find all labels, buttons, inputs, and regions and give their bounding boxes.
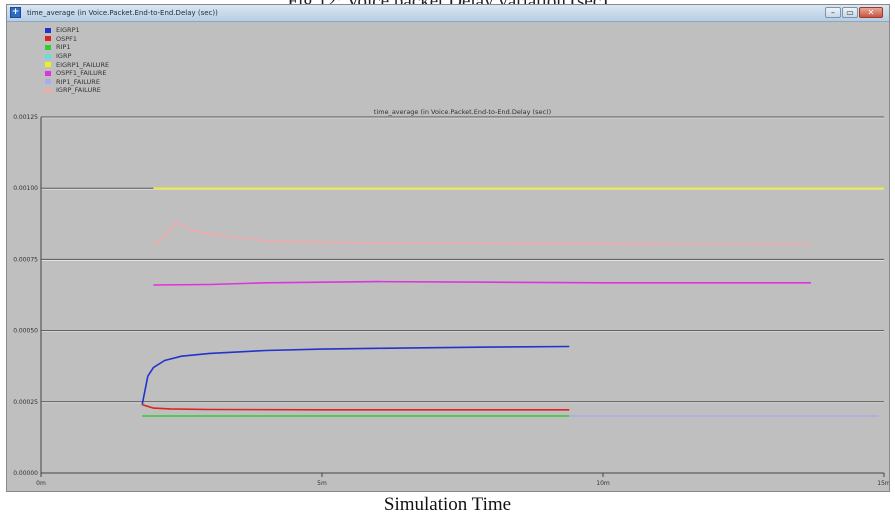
legend-swatch — [45, 62, 51, 68]
series-line-ospf1 — [141, 403, 570, 411]
legend-swatch — [45, 44, 51, 50]
legend-swatch — [45, 36, 51, 42]
x-tick-label: 0m — [36, 480, 46, 487]
chart: time_average (in Voice.Packet.End-to-End… — [13, 108, 890, 487]
y-tick-label: 0.00125 — [13, 114, 38, 121]
legend-item-eigrp1: EIGRP1 — [45, 26, 109, 35]
maximize-button[interactable]: ▭ — [842, 7, 858, 18]
legend-label: OSPF1_FAILURE — [56, 69, 107, 78]
y-tick-label: 0.00000 — [13, 470, 38, 477]
legend-label: IGRP — [56, 52, 72, 61]
chart-window: + time_average (in Voice.Packet.End-to-E… — [6, 4, 890, 492]
legend-item-ospf1: OSPF1 — [45, 35, 109, 44]
y-tick-label: 0.00075 — [13, 256, 38, 263]
window-title: time_average (in Voice.Packet.End-to-End… — [27, 9, 218, 17]
legend-item-rip1: RIP1 — [45, 43, 109, 52]
legend: EIGRP1 OSPF1 RIP1 IGRP EIGRP1_FAILURE OSPF1_F… — [45, 26, 109, 95]
legend-label: RIP1 — [56, 43, 71, 52]
x-tick-label: 5m — [317, 480, 327, 487]
chart-title: time_average (in Voice.Packet.End-to-End… — [374, 108, 551, 116]
legend-label: OSPF1 — [56, 34, 78, 43]
legend-label: EIGRP1 — [56, 26, 80, 35]
legend-swatch — [45, 79, 51, 85]
window-controls: – ▭ ✕ — [825, 7, 883, 19]
legend-item-igrp-failure: IGRP_FAILURE — [45, 86, 109, 95]
legend-item-ospf1-failure: OSPF1_FAILURE — [45, 69, 109, 78]
series-line-ospf1-failure — [153, 280, 811, 286]
legend-label: EIGRP1_FAILURE — [56, 60, 110, 69]
legend-item-rip1-failure: RIP1_FAILURE — [45, 78, 109, 87]
y-tick-label: 0.00100 — [13, 185, 38, 192]
close-button[interactable]: ✕ — [859, 7, 883, 18]
legend-item-igrp: IGRP — [45, 52, 109, 61]
legend-swatch — [45, 70, 51, 76]
series-line-eigrp1 — [141, 345, 570, 405]
x-tick-label: 10m — [596, 480, 610, 487]
legend-label: RIP1_FAILURE — [56, 77, 100, 86]
y-tick-label: 0.00025 — [13, 399, 38, 406]
x-axis-caption: Simulation Time — [383, 494, 512, 515]
y-tick-label: 0.00050 — [13, 328, 38, 335]
legend-swatch — [45, 27, 51, 33]
minimize-button[interactable]: – — [825, 7, 841, 18]
series-line-igrp-failure — [152, 221, 811, 246]
x-tick-label: 15m — [877, 480, 890, 487]
legend-item-eigrp1-failure: EIGRP1_FAILURE — [45, 60, 109, 69]
window-titlebar[interactable]: + time_average (in Voice.Packet.End-to-E… — [7, 5, 889, 22]
app-icon: + — [10, 7, 21, 18]
legend-swatch — [45, 87, 51, 93]
legend-label: IGRP_FAILURE — [56, 86, 101, 95]
legend-swatch — [45, 53, 51, 59]
